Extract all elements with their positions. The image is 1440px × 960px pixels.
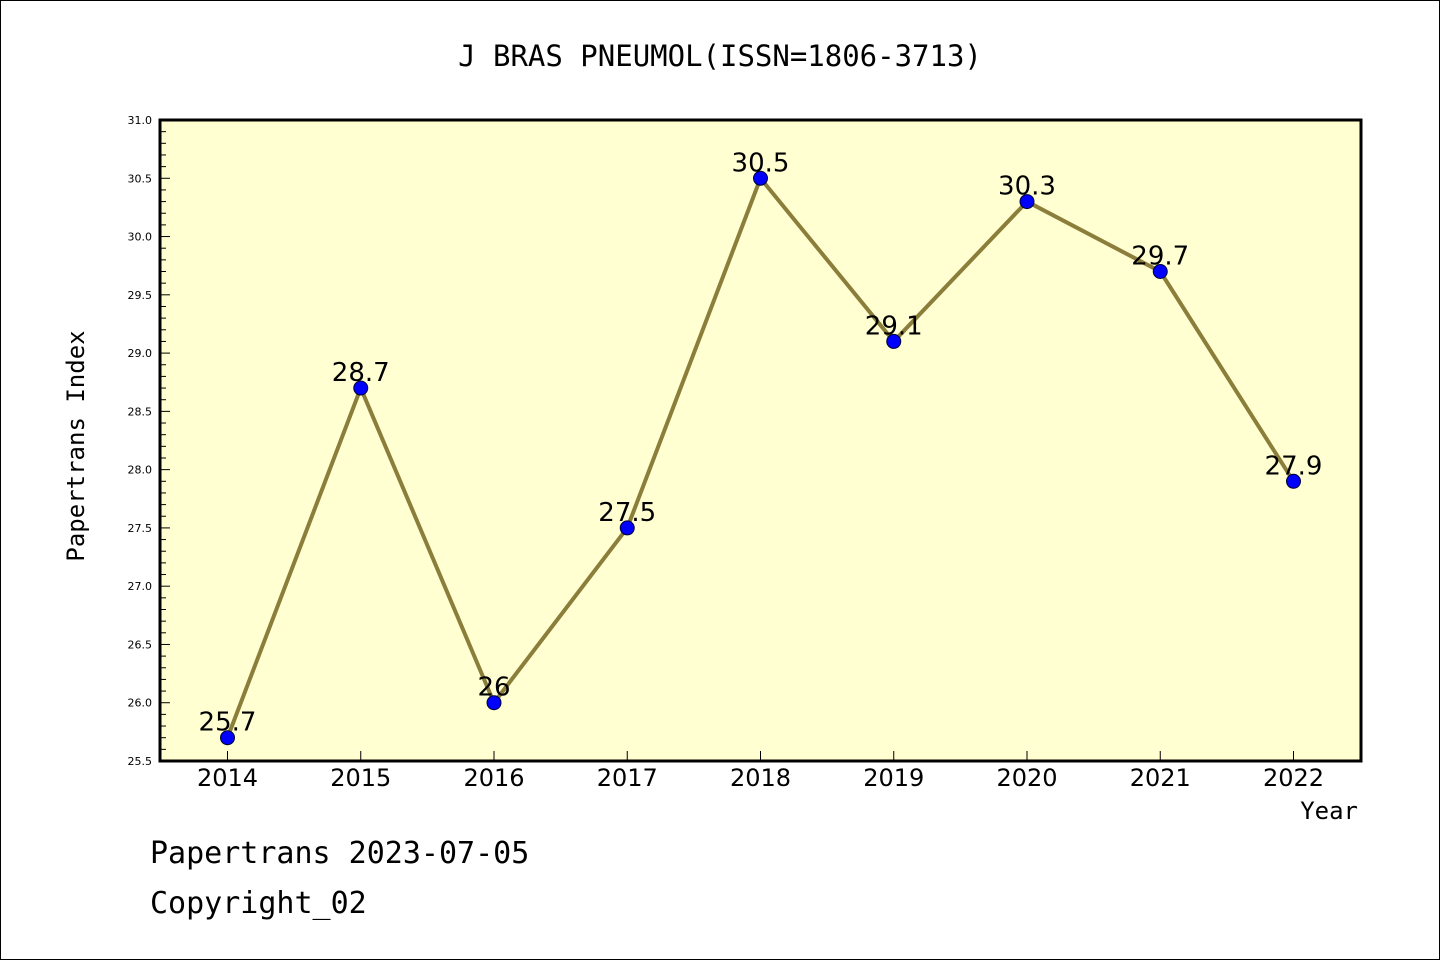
data-point <box>753 170 768 186</box>
data-label: 30.3 <box>998 172 1056 202</box>
data-point <box>886 333 902 349</box>
data-point <box>220 730 235 746</box>
series-layer <box>220 170 1301 746</box>
y-tick-label: 26.5 <box>128 638 153 651</box>
data-point <box>619 520 635 536</box>
y-axis-label: Papertrans Index <box>62 330 90 561</box>
x-tick-label: 2017 <box>597 764 658 792</box>
x-tick-label: 2015 <box>330 764 391 792</box>
x-tick-label: 2022 <box>1263 764 1324 792</box>
data-label: 29.1 <box>865 311 923 341</box>
y-tick-label: 25.5 <box>128 755 153 768</box>
data-point <box>1152 264 1168 280</box>
chart-title: J BRAS PNEUMOL(ISSN=1806-3713) <box>458 39 982 73</box>
x-tick-label: 2016 <box>463 764 524 792</box>
x-tick-label: 2021 <box>1130 764 1191 792</box>
y-tick-label: 26.0 <box>128 697 153 710</box>
y-tick-label: 30.5 <box>128 172 153 185</box>
data-label: 30.5 <box>732 148 790 178</box>
plot-area <box>158 118 1363 763</box>
data-label: 28.7 <box>332 358 390 388</box>
y-tick-label: 29.5 <box>128 289 153 302</box>
data-label-layer: 25.7 28.7 26 27.5 30.5 29.1 30.3 29.7 27.9 <box>199 148 1323 737</box>
x-tick-label: 2014 <box>197 764 258 792</box>
x-tick-label: 2019 <box>863 764 924 792</box>
y-tick-label: 31.0 <box>128 114 153 127</box>
data-point <box>486 695 502 711</box>
y-tick-label: 27.5 <box>128 522 153 535</box>
data-point <box>353 380 369 396</box>
y-tick-label: 28.5 <box>128 405 153 418</box>
data-point <box>1019 194 1035 210</box>
y-axis: 25.5 26.0 26.5 27.0 27.5 28.0 28.5 29.0 29.5 30.0… <box>128 114 170 768</box>
footer-copyright-text: Copyright_02 <box>150 886 367 921</box>
data-label: 29.7 <box>1131 242 1189 272</box>
data-label: 27.9 <box>1265 451 1323 481</box>
x-axis-label: Year <box>1300 797 1358 825</box>
footer-date-text: Papertrans 2023-07-05 <box>150 836 530 871</box>
y-tick-label: 30.0 <box>128 231 153 244</box>
x-axis: 2014 2015 2016 2017 2018 2019 2020 2021 2022 <box>197 751 1324 792</box>
y-tick-label: 29.0 <box>128 347 153 360</box>
x-tick-label: 2020 <box>996 764 1057 792</box>
data-label: 27.5 <box>598 498 656 528</box>
y-tick-label: 28.0 <box>128 464 153 477</box>
data-label: 26 <box>477 673 510 703</box>
data-point <box>1286 473 1301 489</box>
data-label: 25.7 <box>199 708 257 738</box>
y-tick-label: 27.0 <box>128 580 153 593</box>
x-tick-label: 2018 <box>730 764 791 792</box>
